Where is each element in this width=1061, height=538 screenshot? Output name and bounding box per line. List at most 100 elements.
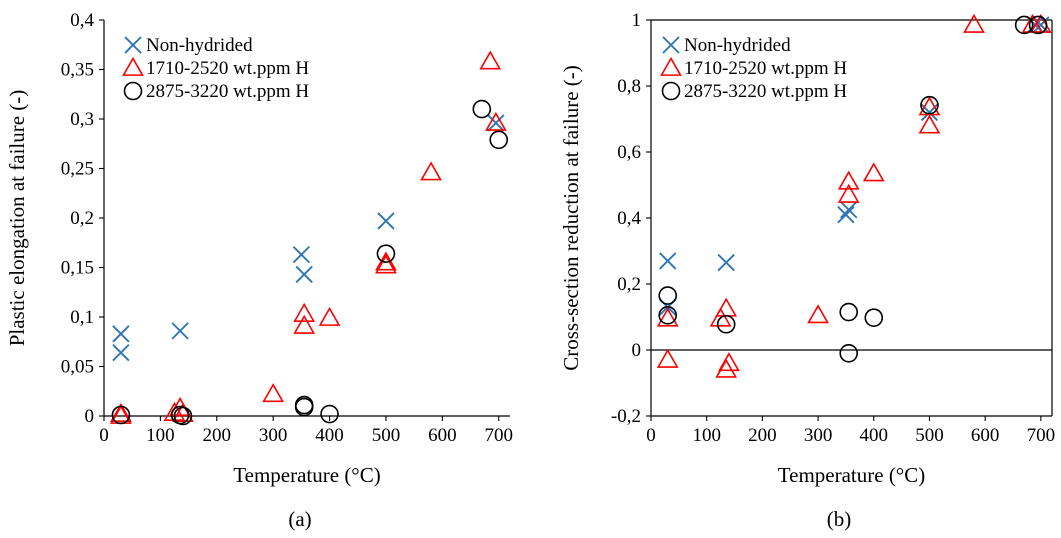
legend-label: 1710-2520 wt.ppm H [684, 58, 847, 79]
series-circle-points [658, 15, 1048, 363]
data-point-triangle [293, 302, 316, 322]
y-tick-label: 0,8 [617, 76, 641, 97]
data-point-circle [839, 343, 859, 363]
data-point-x-stroke-2 [295, 265, 313, 284]
y-tick-label: 0 [85, 406, 95, 427]
data-point-x-stroke-2 [717, 253, 735, 272]
data-point-triangle [656, 348, 679, 368]
panel-label: (a) [288, 507, 311, 531]
chart-panel-b: 0 100 200 300 400 500 600 700-0,200,20,40,60,81… [559, 10, 1055, 531]
data-point-triangle [718, 352, 740, 372]
data-point-triangle [110, 402, 132, 422]
data-point-triangle [479, 50, 502, 70]
series-circle-points [111, 99, 509, 426]
data-point-triangle [963, 13, 985, 33]
data-point-x-stroke-2 [1032, 16, 1050, 34]
data-point-triangle [420, 161, 442, 181]
data-point-triangle [837, 170, 860, 190]
series-triangle-points [110, 50, 507, 424]
data-point-x-stroke-2 [659, 252, 677, 270]
data-point-circle [376, 244, 396, 263]
data-point-triangle [709, 307, 732, 327]
data-point-circle [173, 406, 193, 426]
data-point-triangle [656, 307, 679, 327]
data-point-triangle [262, 383, 285, 403]
data-point-triangle [918, 114, 941, 134]
data-point-x [717, 253, 735, 272]
x-axis-title: Temperature (°C) [778, 463, 925, 487]
data-point-triangle [293, 314, 316, 334]
legend-label: 1710-2520 wt.ppm H [146, 58, 309, 79]
data-point-x [112, 343, 130, 362]
x-tick-label: 0 [99, 425, 109, 446]
x-tick-label: 700 [484, 425, 513, 446]
data-point-x-stroke-2 [112, 343, 130, 362]
y-tick-label: 1 [632, 10, 642, 31]
x-tick-label: 600 [971, 425, 1000, 446]
x-tick-label: 300 [804, 425, 833, 446]
y-tick-label: 0,3 [70, 109, 94, 130]
data-point-triangle [375, 254, 397, 274]
legend-marker-triangle [660, 56, 682, 76]
data-point-x [487, 114, 505, 132]
x-axis-title: Temperature (°C) [233, 463, 380, 487]
data-point-triangle [1029, 13, 1052, 33]
data-point-x [377, 212, 395, 230]
data-point-x-stroke-2 [837, 206, 855, 224]
data-point-circle [920, 95, 939, 115]
x-tick-label: 200 [748, 425, 777, 446]
legend-marker-x-stroke-2 [124, 36, 142, 54]
data-point-circle [1014, 15, 1034, 35]
data-point-triangle [918, 96, 941, 116]
data-point-circle [320, 404, 339, 424]
legend-marker-x [662, 36, 680, 54]
x-tick-label: 100 [692, 425, 721, 446]
data-point-x [171, 322, 189, 340]
y-axis-title: Cross-section reduction at failure (-) [559, 65, 583, 371]
x-tick-label: 400 [860, 425, 889, 446]
y-tick-label: 0,05 [61, 357, 94, 378]
y-tick-label: 0,15 [61, 258, 94, 279]
x-tick-label: 100 [146, 425, 175, 446]
series-x-points [112, 114, 505, 362]
data-point-triangle [715, 297, 738, 317]
legend-marker-circle [661, 81, 681, 101]
y-tick-label: 0,2 [70, 208, 94, 229]
y-tick-label: 0,4 [617, 208, 641, 229]
x-tick-label: 500 [372, 425, 401, 446]
data-point-x-stroke-2 [840, 201, 858, 219]
data-point-triangle [807, 304, 829, 324]
y-tick-label: 0,25 [61, 159, 94, 180]
x-tick-label: 600 [428, 425, 457, 446]
legend-marker-triangle [122, 56, 144, 76]
y-tick-label: 0,1 [70, 307, 94, 328]
data-point-circle [658, 286, 678, 305]
y-tick-label: 0 [632, 340, 642, 361]
y-tick-label: -0,2 [611, 406, 641, 427]
y-tick-label: 0,35 [61, 60, 94, 81]
x-tick-label: 500 [915, 425, 944, 446]
legend-label: Non-hydrided [684, 35, 791, 56]
data-point-circle [658, 306, 678, 325]
data-point-x-stroke-2 [487, 114, 505, 132]
x-tick-label: 700 [1027, 425, 1056, 446]
data-point-x [292, 245, 311, 264]
data-point-triangle [862, 162, 885, 182]
legend-label: 2875-3220 wt.ppm H [684, 81, 847, 102]
data-point-x-stroke-2 [292, 245, 311, 264]
data-point-x [659, 252, 677, 270]
y-tick-label: 0,6 [617, 142, 641, 163]
data-point-triangle [715, 358, 738, 378]
data-point-circle [294, 397, 314, 417]
data-point-circle [489, 130, 509, 150]
data-point-x [112, 325, 130, 343]
y-tick-label: 0,2 [617, 274, 641, 295]
x-tick-label: 300 [259, 425, 288, 446]
y-tick-label: 0,4 [70, 10, 94, 31]
data-point-triangle [485, 111, 507, 131]
data-point-circle [472, 99, 492, 119]
legend-label: 2875-3220 wt.ppm H [146, 81, 309, 102]
data-point-circle [1028, 15, 1048, 35]
